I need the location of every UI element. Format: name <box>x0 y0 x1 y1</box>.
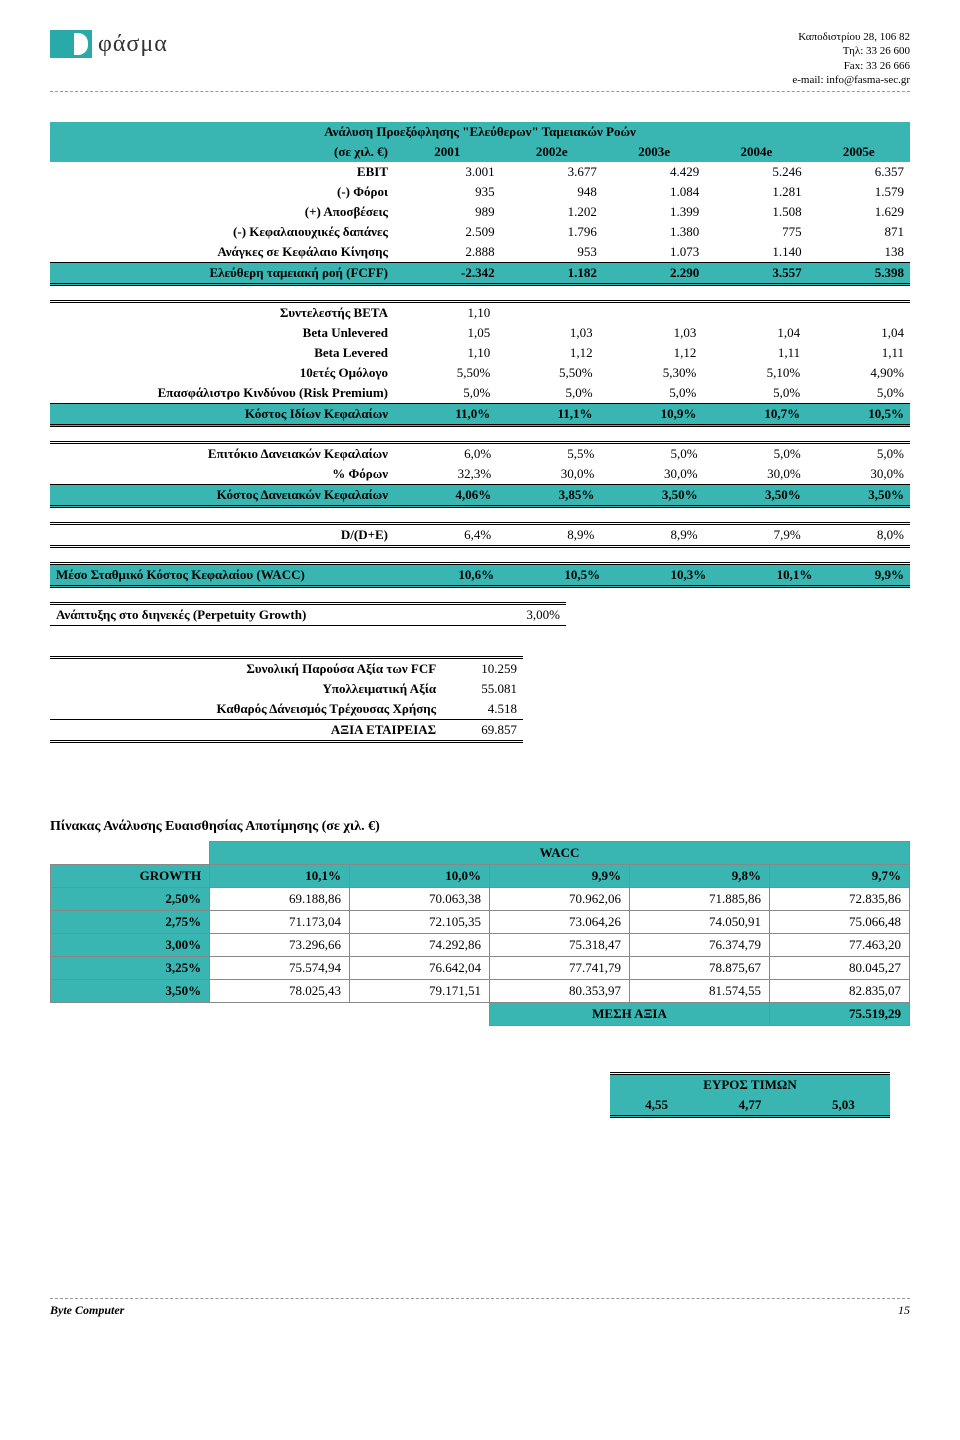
price-range-table: ΕΥΡΟΣ ΤΙΜΩΝ 4,55 4,77 5,03 <box>610 1072 890 1118</box>
address: Καποδιστρίου 28, 106 82 <box>792 30 910 44</box>
sens-title: Πίνακας Ανάλυσης Ευαισθησίας Αποτίμησης … <box>50 819 910 835</box>
page-header: φάσμα Καποδιστρίου 28, 106 82 Τηλ: 33 26… <box>50 30 910 92</box>
fcff-title: Ανάλυση Προεξόφλησης "Ελεύθερων" Ταμειακ… <box>50 122 910 142</box>
logo-text: φάσμα <box>98 31 168 58</box>
beta-table: Συντελεστής BETA1,10Beta Unlevered1,051,… <box>50 300 910 427</box>
footer-company: Byte Computer <box>50 1303 124 1318</box>
email: e-mail: info@fasma-sec.gr <box>792 73 910 87</box>
contact-block: Καποδιστρίου 28, 106 82 Τηλ: 33 26 600 F… <box>792 30 910 87</box>
wacc-table: Μέσο Σταθμικό Κόστος Κεφαλαίου (WACC) 10… <box>50 562 910 588</box>
phone: Τηλ: 33 26 600 <box>792 44 910 58</box>
logo-icon <box>50 30 92 58</box>
pv-table: Συνολική Παρούσα Αξία των FCF10.259Υπολλ… <box>50 656 523 743</box>
footer-page: 15 <box>898 1303 910 1318</box>
logo: φάσμα <box>50 30 168 58</box>
ratio-table: D/(D+E) 6,4% 8,9% 8,9% 7,9% 8,0% <box>50 522 910 548</box>
page-footer: Byte Computer 15 <box>50 1298 910 1318</box>
sensitivity-table: WACC GROWTH 10,1% 10,0% 9,9% 9,8% 9,7% 2… <box>50 841 910 1026</box>
fcff-table: Ανάλυση Προεξόφλησης "Ελεύθερων" Ταμειακ… <box>50 122 910 286</box>
debt-cost-table: Επιτόκιο Δανειακών Κεφαλαίων6,0%5,5%5,0%… <box>50 441 910 508</box>
fax: Fax: 33 26 666 <box>792 59 910 73</box>
growth-table: Ανάπτυξης στο διηνεκές (Perpetuity Growt… <box>50 602 566 626</box>
unit-label: (σε χιλ. €) <box>50 142 394 162</box>
